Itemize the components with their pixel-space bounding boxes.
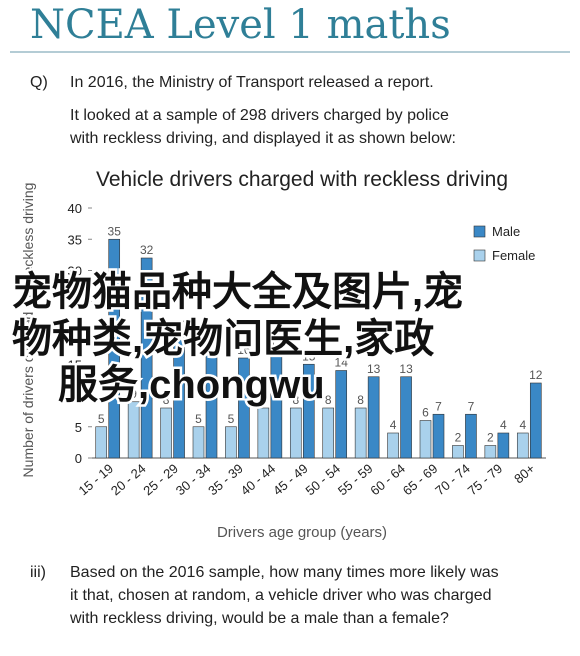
y-tick-label: 35 <box>68 232 82 247</box>
bar <box>192 426 205 459</box>
y-axis-title: Number of drivers charged with reckless … <box>20 183 36 478</box>
bar <box>257 407 270 459</box>
y-tick-label: 10 <box>68 389 82 404</box>
x-axis-title: Drivers age group (years) <box>217 524 387 541</box>
bar <box>335 370 348 459</box>
value-label: 32 <box>140 243 154 257</box>
bar <box>465 413 477 459</box>
bar <box>238 357 250 459</box>
bar <box>400 376 412 459</box>
value-label: 7 <box>468 399 475 413</box>
value-label: 7 <box>435 399 442 413</box>
value-label: 12 <box>529 368 543 382</box>
watermark-line: 服务,chongwu <box>58 363 325 407</box>
y-tick-label: 25 <box>68 295 82 310</box>
bar <box>497 432 510 459</box>
value-label: 16 <box>237 343 251 357</box>
bar <box>160 407 172 459</box>
bar <box>367 376 380 459</box>
value-label: 8 <box>325 393 332 407</box>
y-tick-label: 15 <box>68 357 82 372</box>
value-label: 35 <box>108 224 122 238</box>
value-label: 17 <box>205 337 219 351</box>
legend-label: Female <box>492 248 535 263</box>
bar <box>354 407 367 459</box>
y-tick-label: 40 <box>68 201 82 216</box>
value-label: 20 <box>172 318 186 332</box>
y-tick-label: 5 <box>75 420 82 435</box>
value-label: 6 <box>422 406 429 420</box>
bar <box>205 351 218 459</box>
value-label: 13 <box>399 362 413 376</box>
value-label: 9 <box>130 387 137 401</box>
bar <box>225 426 237 459</box>
value-label: 8 <box>163 393 170 407</box>
bar <box>140 257 153 459</box>
legend-swatch <box>473 249 486 262</box>
watermark-line: 宠物猫品种大全及图片,宠 <box>12 269 463 314</box>
value-label: 15 <box>302 349 316 363</box>
bar <box>95 426 108 459</box>
value-label: 8 <box>260 393 267 407</box>
part-marker: iii) <box>30 564 46 581</box>
watermark-line: 物种类,宠物问医生,家政 <box>12 317 434 361</box>
value-label: 17 <box>270 337 284 351</box>
bar <box>108 238 121 459</box>
bar <box>322 407 335 459</box>
value-label: 5 <box>228 412 235 426</box>
bar <box>452 445 464 459</box>
value-label: 2 <box>455 431 462 445</box>
bar <box>302 363 315 459</box>
header-title: NCEA Level 1 maths <box>30 2 451 48</box>
bar <box>289 407 302 459</box>
part-line: with reckless driving, would be a male t… <box>69 610 449 627</box>
part-line: Based on the 2016 sample, how many times… <box>70 564 499 581</box>
value-label: 4 <box>500 418 507 432</box>
bar <box>432 413 445 459</box>
chart-title: Vehicle drivers charged with reckless dr… <box>96 168 508 191</box>
value-label: 5 <box>195 412 202 426</box>
y-tick-label: 20 <box>68 326 82 341</box>
bar <box>387 432 399 459</box>
value-label: 14 <box>335 356 349 370</box>
question-line: It looked at a sample of 298 drivers cha… <box>70 107 449 124</box>
value-label: 13 <box>367 362 381 376</box>
question-line: In 2016, the Ministry of Transport relea… <box>70 74 434 91</box>
part-line: it that, chosen at random, a vehicle dri… <box>70 587 492 604</box>
bar <box>529 382 542 459</box>
bar <box>173 332 185 459</box>
watermark: 宠物猫品种大全及图片,宠 物种类,宠物问医生,家政 服务,chongwu <box>10 267 466 410</box>
value-label: 4 <box>390 418 397 432</box>
bar <box>127 401 140 459</box>
value-label: 8 <box>357 393 364 407</box>
legend-swatch <box>473 225 486 238</box>
y-tick-label: 0 <box>75 451 82 466</box>
bar <box>516 432 529 459</box>
value-label: 5 <box>98 412 105 426</box>
y-tick-label: 30 <box>68 264 82 279</box>
value-label: 4 <box>519 418 526 432</box>
value-label: 8 <box>292 393 299 407</box>
value-label: 2 <box>487 431 494 445</box>
bar <box>419 420 432 459</box>
legend-label: Male <box>492 224 520 239</box>
bar <box>270 351 283 459</box>
question-marker: Q) <box>30 74 48 91</box>
bar <box>484 445 497 459</box>
question-line: with reckless driving, and displayed it … <box>69 130 456 147</box>
